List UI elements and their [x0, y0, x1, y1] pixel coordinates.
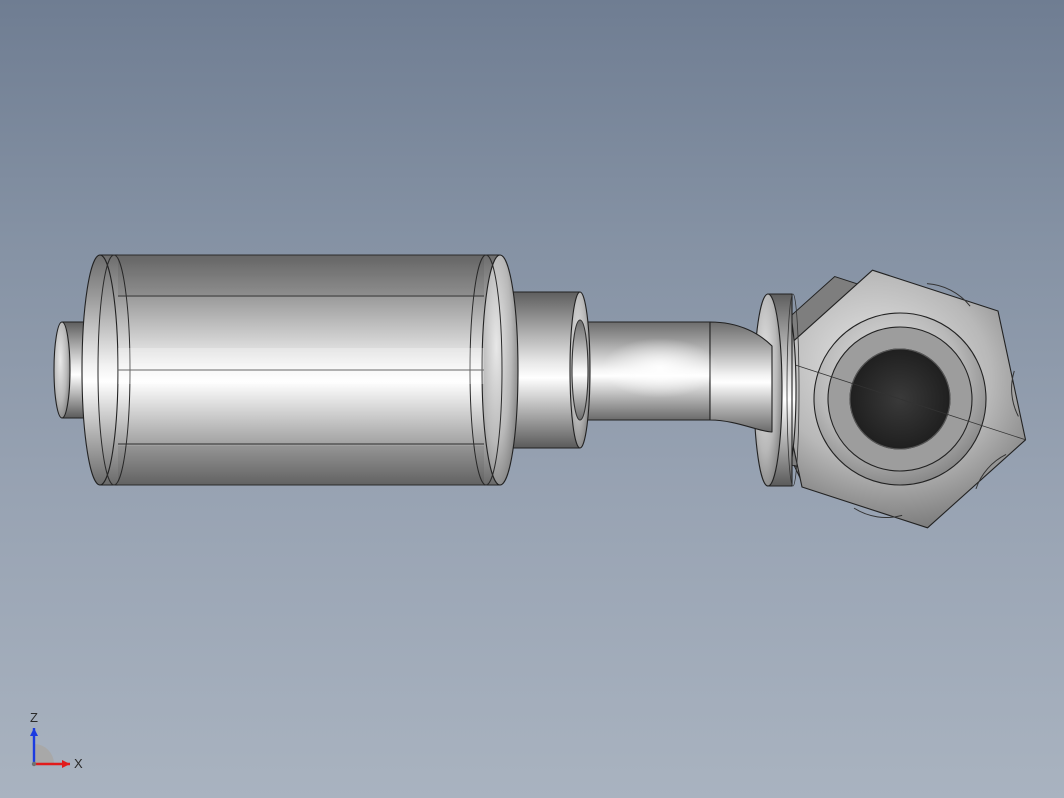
stem[interactable] [578, 322, 772, 432]
triad-arc [34, 744, 54, 764]
cad-model[interactable] [0, 0, 1064, 798]
axis-x-label: X [74, 756, 83, 771]
axis-z-label: Z [30, 710, 38, 725]
model-root[interactable] [54, 237, 1063, 554]
axis-x-arrow [62, 760, 70, 768]
axis-z-arrow [30, 728, 38, 736]
ferrule[interactable] [54, 255, 518, 485]
orientation-triad[interactable]: X Z [22, 706, 92, 776]
stem-specular [602, 338, 718, 398]
stem-bend [710, 322, 772, 432]
cad-viewport[interactable]: X Z [0, 0, 1064, 798]
